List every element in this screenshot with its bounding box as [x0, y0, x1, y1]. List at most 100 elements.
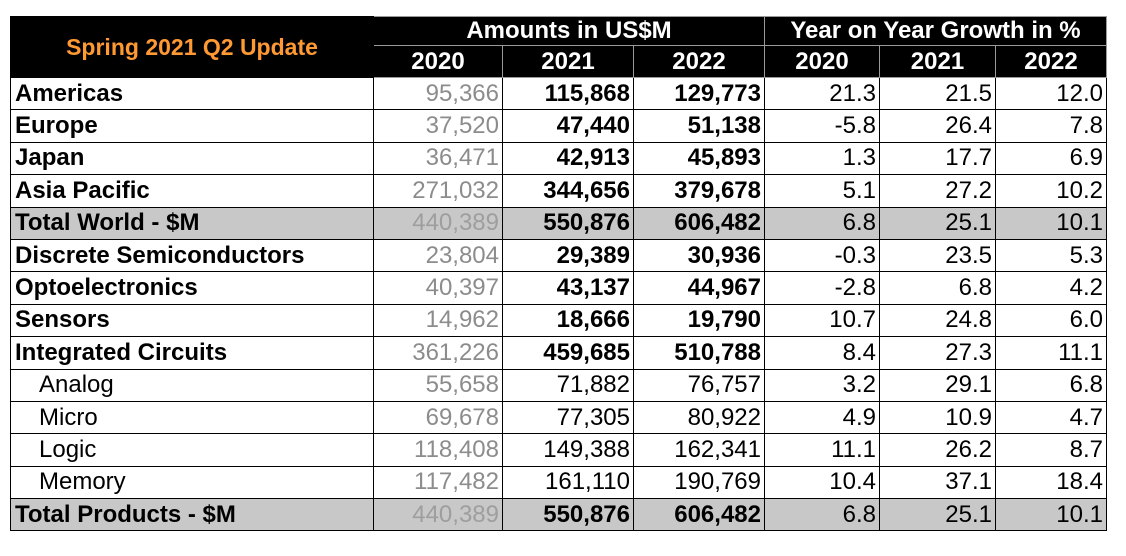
- total-row: Total Products - $M 440,389 550,876 606,482…: [10, 498, 1107, 532]
- row-label: Micro: [10, 400, 374, 435]
- amount-2020-cell: 36,471: [373, 141, 503, 176]
- growth-2021-cell: 17.7: [879, 141, 996, 176]
- amount-2021-cell: 550,876: [502, 206, 634, 240]
- growth-2022-cell: 10.2: [995, 174, 1107, 208]
- amount-2020-cell: 95,366: [373, 76, 503, 111]
- amount-2022-cell: 129,773: [633, 76, 765, 111]
- group-header-amounts: Amounts in US$M: [373, 16, 765, 46]
- growth-2022-cell: 4.7: [995, 400, 1107, 435]
- table-row: Europe 37,520 47,440 51,138 -5.8 26.4 7.8: [10, 109, 1107, 143]
- growth-2021-cell: 27.2: [879, 174, 996, 208]
- header-row-years: 2020 2021 2022 2020 2021 2022: [11, 45, 1107, 78]
- growth-2021-cell: 21.5: [879, 76, 996, 111]
- amount-2020-cell: 118,408: [373, 433, 503, 467]
- growth-2021-cell: 27.3: [879, 336, 996, 370]
- year-header-amount-2020: 2020: [373, 45, 503, 78]
- row-label: Integrated Circuits: [10, 336, 374, 370]
- amount-2022-cell: 76,757: [633, 368, 765, 402]
- growth-2020-cell: 6.8: [764, 498, 880, 532]
- growth-2020-cell: 3.2: [764, 368, 880, 402]
- growth-2020-cell: 4.9: [764, 400, 880, 435]
- amount-2020-cell: 14,962: [373, 303, 503, 338]
- table-row: Japan 36,471 42,913 45,893 1.3 17.7 6.9: [10, 141, 1107, 176]
- table-row: Optoelectronics 40,397 43,137 44,967 -2.8 6.8…: [10, 271, 1107, 305]
- growth-2022-cell: 10.1: [995, 498, 1107, 532]
- row-label: Memory: [10, 465, 374, 500]
- row-label: Total World - $M: [10, 206, 374, 240]
- year-header-growth-2020: 2020: [764, 45, 880, 78]
- amount-2021-cell: 42,913: [502, 141, 634, 176]
- growth-2021-cell: 26.2: [879, 433, 996, 467]
- growth-2022-cell: 10.1: [995, 206, 1107, 240]
- growth-2020-cell: 10.7: [764, 303, 880, 338]
- amount-2022-cell: 379,678: [633, 174, 765, 208]
- growth-2022-cell: 6.9: [995, 141, 1107, 176]
- row-label: Sensors: [10, 303, 374, 338]
- growth-2022-cell: 6.8: [995, 368, 1107, 402]
- growth-2021-cell: 37.1: [879, 465, 996, 500]
- amount-2022-cell: 30,936: [633, 238, 765, 273]
- row-label: Logic: [10, 433, 374, 467]
- amount-2021-cell: 344,656: [502, 174, 634, 208]
- amount-2020-cell: 37,520: [373, 109, 503, 143]
- amount-2022-cell: 19,790: [633, 303, 765, 338]
- table-row: Discrete Semiconductors 23,804 29,389 30,93…: [10, 238, 1107, 273]
- amount-2020-cell: 23,804: [373, 238, 503, 273]
- table-row: Logic 118,408 149,388 162,341 11.1 26.2 8.7: [10, 433, 1107, 467]
- growth-2021-cell: 24.8: [879, 303, 996, 338]
- amount-2022-cell: 606,482: [633, 498, 765, 532]
- growth-2022-cell: 8.7: [995, 433, 1107, 467]
- year-header-growth-2021: 2021: [879, 45, 996, 78]
- row-label: Americas: [10, 76, 374, 111]
- growth-2020-cell: -2.8: [764, 271, 880, 305]
- growth-2022-cell: 4.2: [995, 271, 1107, 305]
- total-row: Total World - $M 440,389 550,876 606,482 6.8…: [10, 206, 1107, 240]
- row-label: Optoelectronics: [10, 271, 374, 305]
- growth-2022-cell: 18.4: [995, 465, 1107, 500]
- growth-2020-cell: 5.1: [764, 174, 880, 208]
- growth-2022-cell: 5.3: [995, 238, 1107, 273]
- growth-2020-cell: -0.3: [764, 238, 880, 273]
- amount-2022-cell: 162,341: [633, 433, 765, 467]
- growth-2021-cell: 6.8: [879, 271, 996, 305]
- table-row: Integrated Circuits 361,226 459,685 510,788…: [10, 336, 1107, 370]
- row-label: Europe: [10, 109, 374, 143]
- amount-2022-cell: 80,922: [633, 400, 765, 435]
- row-label: Asia Pacific: [10, 174, 374, 208]
- amount-2021-cell: 43,137: [502, 271, 634, 305]
- growth-2020-cell: -5.8: [764, 109, 880, 143]
- table-row: Americas 95,366 115,868 129,773 21.3 21.5 12.0: [10, 76, 1107, 111]
- amount-2021-cell: 459,685: [502, 336, 634, 370]
- amount-2020-cell: 440,389: [373, 206, 503, 240]
- amount-2021-cell: 77,305: [502, 400, 634, 435]
- amount-2021-cell: 161,110: [502, 465, 634, 500]
- row-label: Total Products - $M: [10, 498, 374, 532]
- growth-2020-cell: 21.3: [764, 76, 880, 111]
- row-label: Japan: [10, 141, 374, 176]
- growth-2021-cell: 10.9: [879, 400, 996, 435]
- growth-2020-cell: 1.3: [764, 141, 880, 176]
- amount-2022-cell: 190,769: [633, 465, 765, 500]
- table-title: Spring 2021 Q2 Update: [10, 16, 374, 78]
- header-row-groups: Spring 2021 Q2 Update Amounts in US$M Ye…: [10, 16, 1107, 78]
- amount-2021-cell: 550,876: [502, 498, 634, 532]
- amount-2021-cell: 115,868: [502, 76, 634, 111]
- growth-2020-cell: 8.4: [764, 336, 880, 370]
- growth-2021-cell: 26.4: [879, 109, 996, 143]
- amount-2021-cell: 47,440: [502, 109, 634, 143]
- amount-2022-cell: 510,788: [633, 336, 765, 370]
- year-header-amount-2021: 2021: [502, 45, 634, 78]
- growth-2020-cell: 10.4: [764, 465, 880, 500]
- amount-2021-cell: 149,388: [502, 433, 634, 467]
- row-label: Analog: [10, 368, 374, 402]
- growth-2021-cell: 29.1: [879, 368, 996, 402]
- amount-2022-cell: 45,893: [633, 141, 765, 176]
- year-header-amount-2022: 2022: [633, 45, 765, 78]
- amount-2021-cell: 29,389: [502, 238, 634, 273]
- table-body: Americas 95,366 115,868 129,773 21.3 21.5 12.0…: [10, 76, 1107, 532]
- year-header-growth-2022: 2022: [995, 45, 1107, 78]
- amount-2020-cell: 40,397: [373, 271, 503, 305]
- growth-2022-cell: 6.0: [995, 303, 1107, 338]
- row-label: Discrete Semiconductors: [10, 238, 374, 273]
- table-row: Memory 117,482 161,110 190,769 10.4 37.1 18.4: [10, 465, 1107, 500]
